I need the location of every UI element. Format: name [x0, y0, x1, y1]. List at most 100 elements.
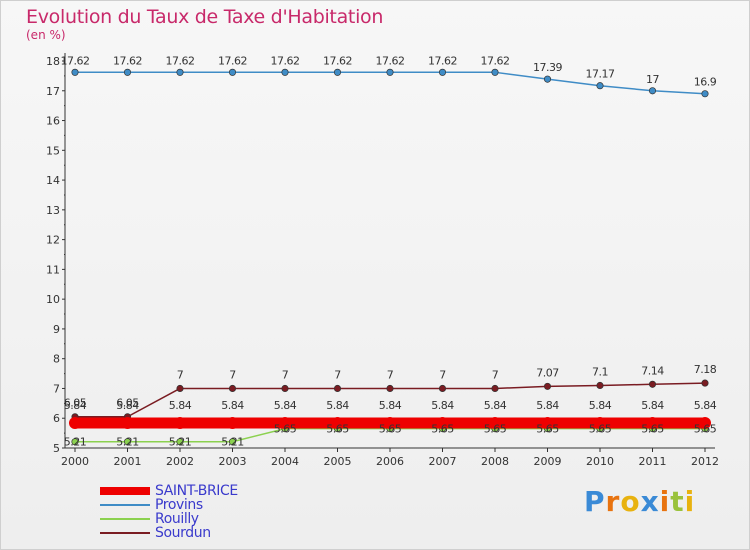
- data-point-saint-brice: [331, 416, 344, 429]
- data-label-rouilly: 5.21: [116, 436, 139, 449]
- data-point-provins: [386, 68, 394, 76]
- data-label-sourdun: 6.05: [64, 397, 87, 410]
- data-point-provins: [228, 68, 237, 76]
- data-label-provins: 17.62: [376, 54, 405, 67]
- data-label-saint-brice: 5.84: [536, 399, 559, 412]
- data-label-rouilly: 5.65: [589, 423, 612, 436]
- y-tick-label: 12: [46, 234, 60, 247]
- data-point-sourdun: [596, 381, 604, 390]
- data-point-rouilly: [71, 438, 79, 446]
- data-label-sourdun: 7: [282, 368, 289, 381]
- data-point-saint-brice: [174, 416, 186, 429]
- data-label-provins: 17: [646, 73, 659, 86]
- data-point-sourdun: [438, 384, 447, 393]
- proxiti-logo: Proxiti: [584, 485, 695, 518]
- x-tick-label: 2004: [271, 455, 299, 468]
- data-point-provins: [333, 68, 342, 76]
- data-label-provins: 17.62: [166, 54, 195, 67]
- data-label-saint-brice: 5.84: [589, 399, 612, 412]
- data-label-rouilly: 5.65: [536, 423, 559, 436]
- data-label-provins: 16.9: [694, 76, 717, 89]
- data-point-rouilly: [228, 438, 237, 446]
- data-label-sourdun: 7: [229, 368, 236, 381]
- y-tick-label: 11: [46, 263, 60, 276]
- data-point-sourdun: [543, 382, 552, 390]
- x-tick-label: 2011: [639, 455, 667, 468]
- x-tick-label: 2010: [586, 455, 614, 468]
- y-tick-label: 6: [53, 412, 60, 425]
- data-point-saint-brice: [226, 416, 239, 429]
- data-point-rouilly: [176, 438, 184, 446]
- data-label-provins: 17.62: [271, 54, 300, 67]
- x-tick-label: 2000: [61, 455, 89, 468]
- chart-unit-label: (en %): [26, 28, 66, 42]
- data-label-provins: 17.62: [61, 54, 90, 67]
- data-point-saint-brice: [541, 416, 554, 429]
- data-label-sourdun: 7.18: [694, 363, 717, 376]
- data-point-provins: [123, 68, 132, 76]
- y-tick-label: 15: [46, 144, 60, 157]
- data-point-sourdun: [281, 384, 289, 393]
- data-label-provins: 17.39: [533, 61, 562, 74]
- logo-letter: x: [640, 485, 660, 518]
- data-point-sourdun: [228, 384, 237, 393]
- data-label-sourdun: 7: [387, 368, 394, 381]
- data-label-saint-brice: 5.84: [64, 399, 87, 412]
- x-tick-label: 2005: [324, 455, 352, 468]
- data-point-sourdun: [491, 384, 499, 393]
- x-tick-label: 2003: [219, 455, 247, 468]
- data-label-provins: 17.62: [323, 54, 352, 67]
- data-point-saint-brice: [436, 416, 449, 429]
- data-label-rouilly: 5.21: [64, 436, 87, 449]
- y-tick-label: 18: [46, 55, 60, 68]
- x-tick-label: 2002: [166, 455, 194, 468]
- data-point-saint-brice: [384, 416, 396, 429]
- data-point-provins: [281, 68, 289, 76]
- data-point-saint-brice: [594, 416, 606, 429]
- data-label-rouilly: 5.21: [169, 436, 192, 449]
- data-point-provins: [71, 68, 79, 76]
- y-tick-label: 5: [53, 442, 60, 455]
- legend-swatch-sourdun: [100, 532, 150, 534]
- data-label-saint-brice: 5.84: [694, 399, 717, 412]
- data-label-saint-brice: 5.84: [379, 399, 402, 412]
- data-label-sourdun: 7.07: [536, 366, 559, 379]
- data-label-saint-brice: 5.84: [431, 399, 454, 412]
- y-tick-label: 13: [46, 204, 60, 217]
- chart-title: Evolution du Taux de Taxe d'Habitation: [26, 6, 384, 28]
- y-tick-label: 9: [53, 323, 60, 336]
- logo-letter: r: [605, 485, 621, 518]
- logo-letter: t: [670, 485, 685, 518]
- data-label-saint-brice: 5.84: [326, 399, 349, 412]
- data-point-sourdun: [176, 384, 184, 393]
- data-point-provins: [701, 90, 709, 98]
- data-point-provins: [596, 82, 604, 90]
- data-point-sourdun: [648, 380, 657, 388]
- data-label-rouilly: 5.65: [694, 423, 717, 436]
- data-point-provins: [491, 68, 499, 76]
- data-label-sourdun: 7.1: [592, 365, 608, 378]
- y-tick-label: 16: [46, 115, 60, 128]
- data-label-saint-brice: 5.84: [221, 399, 244, 412]
- legend-swatch-rouilly: [100, 518, 150, 520]
- data-label-provins: 17.62: [428, 54, 457, 67]
- data-label-sourdun: 7: [439, 368, 446, 381]
- data-point-saint-brice: [121, 416, 134, 429]
- data-label-saint-brice: 5.84: [169, 399, 192, 412]
- logo-letter: i: [684, 485, 696, 518]
- data-label-provins: 17.62: [481, 54, 510, 67]
- logo-letter: i: [659, 485, 671, 518]
- data-point-saint-brice: [646, 416, 659, 429]
- x-tick-label: 2008: [481, 455, 509, 468]
- logo-letter: o: [620, 485, 641, 518]
- data-point-sourdun: [701, 379, 709, 387]
- data-point-saint-brice: [69, 416, 81, 429]
- logo-letter: P: [584, 485, 606, 518]
- data-point-sourdun: [333, 384, 342, 393]
- data-label-saint-brice: 5.84: [641, 399, 664, 412]
- data-label-saint-brice: 5.84: [116, 399, 139, 412]
- data-label-rouilly: 5.65: [274, 423, 297, 436]
- data-point-rouilly: [123, 438, 132, 446]
